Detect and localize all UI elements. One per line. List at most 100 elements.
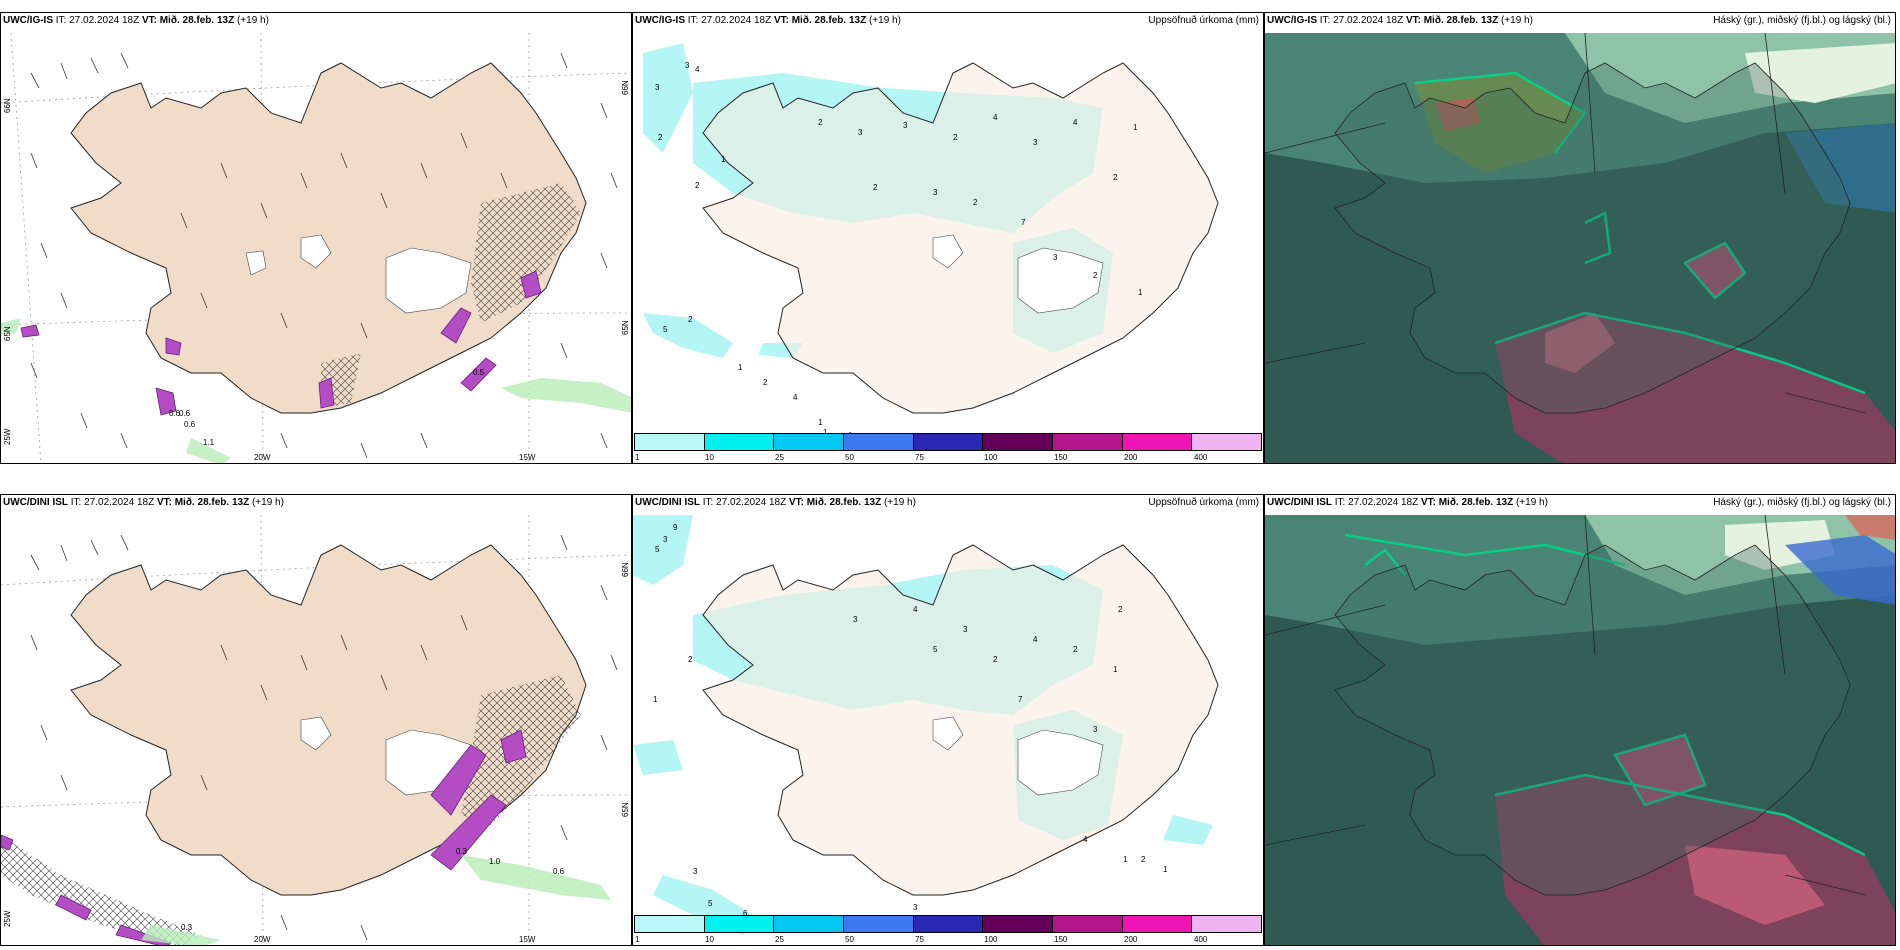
panel-header: UWC/IG-IS IT: 27.02.2024 18Z VT: Mið. 28… [3,15,269,26]
precip-number: 3 [933,188,938,197]
precip-number: 2 [873,183,878,192]
colorbar-swatch [1192,434,1262,450]
colorbar-tick: 10 [705,453,714,462]
grid-label-15w: 15W [519,935,536,944]
colorbar-swatch [774,434,845,450]
colorbar-tick: 10 [705,935,714,944]
precip-number: 2 [818,118,823,127]
panel-title-right: Uppsöfnuð úrkoma (mm) [1148,15,1259,26]
colorbar-tick: 150 [1054,453,1068,462]
precip-number: 1 [823,428,828,437]
precip-number: 5 [933,645,938,654]
precip-colorbar [634,433,1262,451]
precip-map-canvas [643,43,1219,414]
precip-number: 2 [1093,271,1098,280]
precip-number: 6 [743,909,748,918]
colorbar-swatch [983,434,1054,450]
grid-label-65n-right: 65N [621,320,630,335]
colorbar-swatch [635,916,705,932]
colorbar-swatch [844,434,914,450]
cloud-map-canvas [1265,32,1895,463]
precip-number: 1 [1163,865,1168,874]
colorbar-tick: 50 [845,935,854,944]
grid-label-25w: 25W [3,910,12,927]
cloud-map-canvas [1265,514,1895,945]
precip-number: 4 [993,113,998,122]
precip-number: 9 [673,523,678,532]
panel-header: UWC/DINI ISL IT: 27.02.2024 18Z VT: Mið.… [1267,497,1548,508]
precip-number: 4 [695,65,700,74]
colorbar-swatch [983,916,1054,932]
precip-number: 3 [655,83,660,92]
grid-label-66n-right: 66N [621,562,630,577]
precip-number: 2 [688,315,693,324]
panel-header: UWC/IG-IS IT: 27.02.2024 18Z VT: Mið. 28… [1267,15,1533,26]
panel-title-right: Uppsöfnuð úrkoma (mm) [1148,497,1259,508]
cloud-map-panel-top: UWC/IG-IS IT: 27.02.2024 18Z VT: Mið. 28… [1264,12,1896,464]
precip-number: 2 [953,133,958,142]
precip-number: 2 [1141,855,1146,864]
colorbar-tick: 400 [1194,935,1208,944]
wind-map-canvas [1,514,631,945]
precip-number: 2 [1073,645,1078,654]
wind-value-label: 0.6 [553,867,565,876]
colorbar-swatch [1053,434,1123,450]
colorbar-ticks: 1 10 25 50 75 100 150 200 400 [634,935,1262,945]
precip-map-canvas [633,515,1219,935]
grid-label-20w: 20W [254,935,271,944]
wind-value-label: 0.3 [181,923,193,932]
panel-header: UWC/IG-IS IT: 27.02.2024 18Z VT: Mið. 28… [635,15,901,26]
precip-number: 3 [1033,138,1038,147]
precip-number: 2 [763,378,768,387]
precip-number: 4 [1073,118,1078,127]
colorbar-swatch [704,916,775,932]
grid-label-20w: 20W [254,453,271,462]
precip-map-panel-top: UWC/IG-IS IT: 27.02.2024 18Z VT: Mið. 28… [632,12,1264,464]
precip-colorbar [634,915,1262,933]
precip-number: 1 [721,155,726,164]
precip-number: 3 [853,615,858,624]
precip-number: 4 [913,605,918,614]
wind-map-panel-top: UWC/IG-IS IT: 27.02.2024 18Z VT: Mið. 28… [0,12,632,464]
colorbar-swatch [704,434,775,450]
grid-label-25w: 25W [3,428,12,445]
wind-map-panel-bottom: UWC/DINI ISL IT: 27.02.2024 18Z VT: Mið.… [0,494,632,946]
wind-value-label: 0.3 [456,847,468,856]
precip-number: 1 [653,695,658,704]
colorbar-tick: 150 [1054,935,1068,944]
wind-value-label: 0.6 [179,409,191,418]
panel-title-right: Háský (gr.), miðský (fj.bl.) og lágský (… [1713,497,1891,508]
precip-number: 2 [688,655,693,664]
panel-header: UWC/DINI ISL IT: 27.02.2024 18Z VT: Mið.… [3,497,284,508]
colorbar-tick: 75 [915,935,924,944]
grid-label-15w: 15W [519,453,536,462]
precip-number: 2 [973,198,978,207]
precip-number: 3 [685,61,690,70]
precip-map-panel-bottom: UWC/DINI ISL IT: 27.02.2024 18Z VT: Mið.… [632,494,1264,946]
grid-label-65n-right: 65N [621,802,630,817]
colorbar-tick: 25 [775,453,784,462]
cloud-map-panel-bottom: UWC/DINI ISL IT: 27.02.2024 18Z VT: Mið.… [1264,494,1896,946]
precip-number: 2 [658,133,663,142]
colorbar-tick: 75 [915,453,924,462]
colorbar-tick: 25 [775,935,784,944]
precip-number: 1 [818,418,823,427]
precip-number: 3 [1093,725,1098,734]
colorbar-tick: 100 [984,935,998,944]
precip-number: 4 [1083,835,1088,844]
colorbar-swatch [1192,916,1262,932]
wind-map-canvas [1,32,631,463]
colorbar-tick: 200 [1124,935,1138,944]
precip-number: 3 [903,121,908,130]
precip-number: 3 [913,903,918,912]
colorbar-tick: 1 [635,935,640,944]
colorbar-swatch [1122,916,1193,932]
wind-value-label: 0.5 [473,368,485,377]
grid-label-66n-right: 66N [621,80,630,95]
precip-number: 4 [1033,635,1038,644]
precip-number: 3 [1053,253,1058,262]
colorbar-ticks: 1 10 25 50 75 100 150 200 400 [634,453,1262,463]
colorbar-tick: 100 [984,453,998,462]
colorbar-tick: 400 [1194,453,1208,462]
panel-title-right: Háský (gr.), miðský (fj.bl.) og lágský (… [1713,15,1891,26]
